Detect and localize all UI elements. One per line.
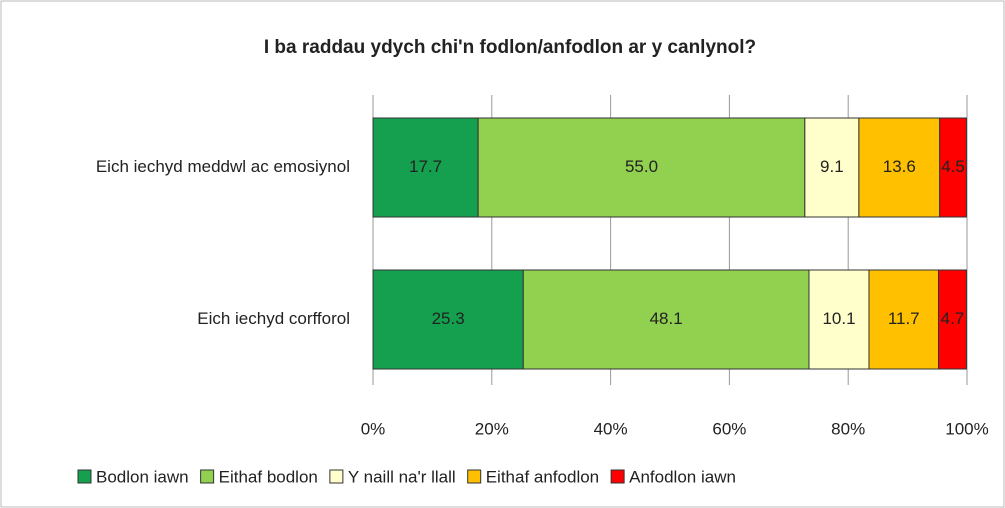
legend-label: Eithaf anfodlon: [486, 467, 599, 486]
x-tick-label: 80%: [831, 419, 865, 438]
legend-swatch: [77, 469, 92, 484]
data-label: 25.3: [432, 309, 465, 328]
bar-segment: [858, 117, 941, 218]
legend-label: Bodlon iawn: [96, 467, 189, 486]
data-label: 13.6: [883, 157, 916, 176]
legend-swatch: [329, 469, 344, 484]
x-tick-label: 60%: [712, 419, 746, 438]
data-label: 4.7: [941, 309, 965, 328]
data-label: 4.5: [941, 157, 965, 176]
bar-segment: [804, 117, 860, 218]
y-tick-label: Eich iechyd corfforol: [197, 309, 350, 328]
legend-swatch: [610, 469, 625, 484]
chart-title: I ba raddau ydych chi'n fodlon/anfodlon …: [264, 37, 756, 58]
bar-segment: [939, 117, 967, 218]
bar-segment: [937, 269, 967, 370]
legend-label: Eithaf bodlon: [219, 467, 318, 486]
x-tick-label: 100%: [945, 419, 988, 438]
bar-segment: [372, 269, 524, 370]
bar-segment: [522, 269, 810, 370]
x-tick-label: 20%: [475, 419, 509, 438]
y-tick-label: Eich iechyd meddwl ac emosiynol: [96, 157, 350, 176]
bar-segment: [868, 269, 939, 370]
data-label: 10.1: [822, 309, 855, 328]
x-tick-label: 0%: [361, 419, 386, 438]
legend-swatch: [200, 469, 215, 484]
bar-segment: [808, 269, 870, 370]
legend-swatch: [467, 469, 482, 484]
data-label: 48.1: [650, 309, 683, 328]
data-label: 55.0: [625, 157, 658, 176]
data-label: 11.7: [888, 309, 920, 328]
legend-label: Anfodlon iawn: [629, 467, 736, 486]
data-label: 17.7: [409, 157, 442, 176]
legend-label: Y naill na'r llall: [348, 467, 456, 486]
data-label: 9.1: [820, 157, 844, 176]
bar-segment: [477, 117, 806, 218]
x-tick-label: 40%: [594, 419, 628, 438]
